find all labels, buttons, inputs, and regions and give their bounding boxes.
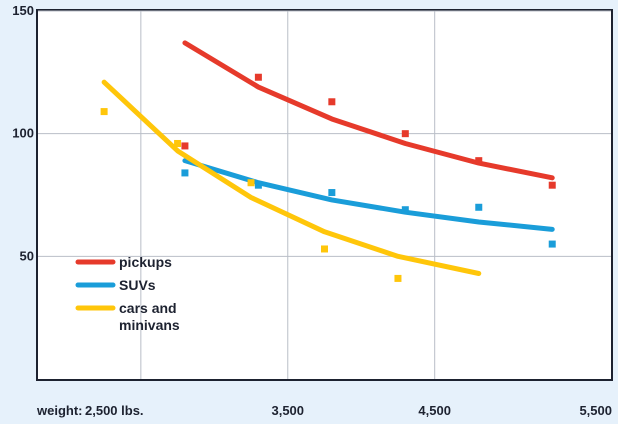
- data-point-suvs: [328, 189, 336, 197]
- data-point-suvs: [548, 240, 556, 248]
- data-point-pickups: [475, 157, 483, 165]
- data-point-pickups: [548, 181, 556, 189]
- x-tick-label: 3,500: [271, 403, 304, 418]
- data-point-pickups: [328, 98, 336, 106]
- y-tick-label: 100: [12, 126, 34, 141]
- data-point-cars-and-minivans: [174, 139, 182, 147]
- x-axis-tick-labels: weight: 2,500 lbs. 3,500 4,500 5,500: [36, 403, 612, 418]
- data-point-pickups: [254, 73, 262, 81]
- x-tick-label: 2,500 lbs.: [85, 403, 144, 418]
- data-point-cars-and-minivans: [321, 245, 328, 253]
- data-point-cars-and-minivans: [247, 179, 255, 187]
- trend-line-cars-and-minivans: [101, 79, 482, 277]
- legend-label: minivans: [119, 317, 180, 333]
- x-tick-label: 4,500: [418, 403, 451, 418]
- data-point-suvs: [401, 206, 409, 214]
- y-tick-label: 50: [20, 248, 34, 263]
- legend-label: cars and: [119, 300, 177, 316]
- data-point-pickups: [181, 142, 189, 150]
- data-point-suvs: [475, 203, 483, 211]
- legend-label: pickups: [119, 254, 172, 270]
- data-points: [100, 73, 556, 282]
- trend-line-pickups: [182, 40, 555, 181]
- y-tick-label: 150: [12, 3, 34, 18]
- trend-line-suvs: [182, 158, 555, 232]
- x-axis-prefix-label: weight:: [36, 403, 83, 418]
- data-point-cars-and-minivans: [100, 108, 108, 116]
- trend-lines: [101, 40, 555, 277]
- gridlines: [38, 10, 611, 379]
- data-point-cars-and-minivans: [394, 274, 402, 282]
- legend-label: SUVs: [119, 277, 156, 293]
- data-point-suvs: [254, 181, 262, 189]
- x-tick-label: 5,500: [579, 403, 612, 418]
- y-axis-tick-labels: 150 100 50: [12, 3, 34, 263]
- data-point-pickups: [401, 130, 409, 138]
- data-point-suvs: [181, 169, 189, 177]
- plot-area: [36, 9, 613, 381]
